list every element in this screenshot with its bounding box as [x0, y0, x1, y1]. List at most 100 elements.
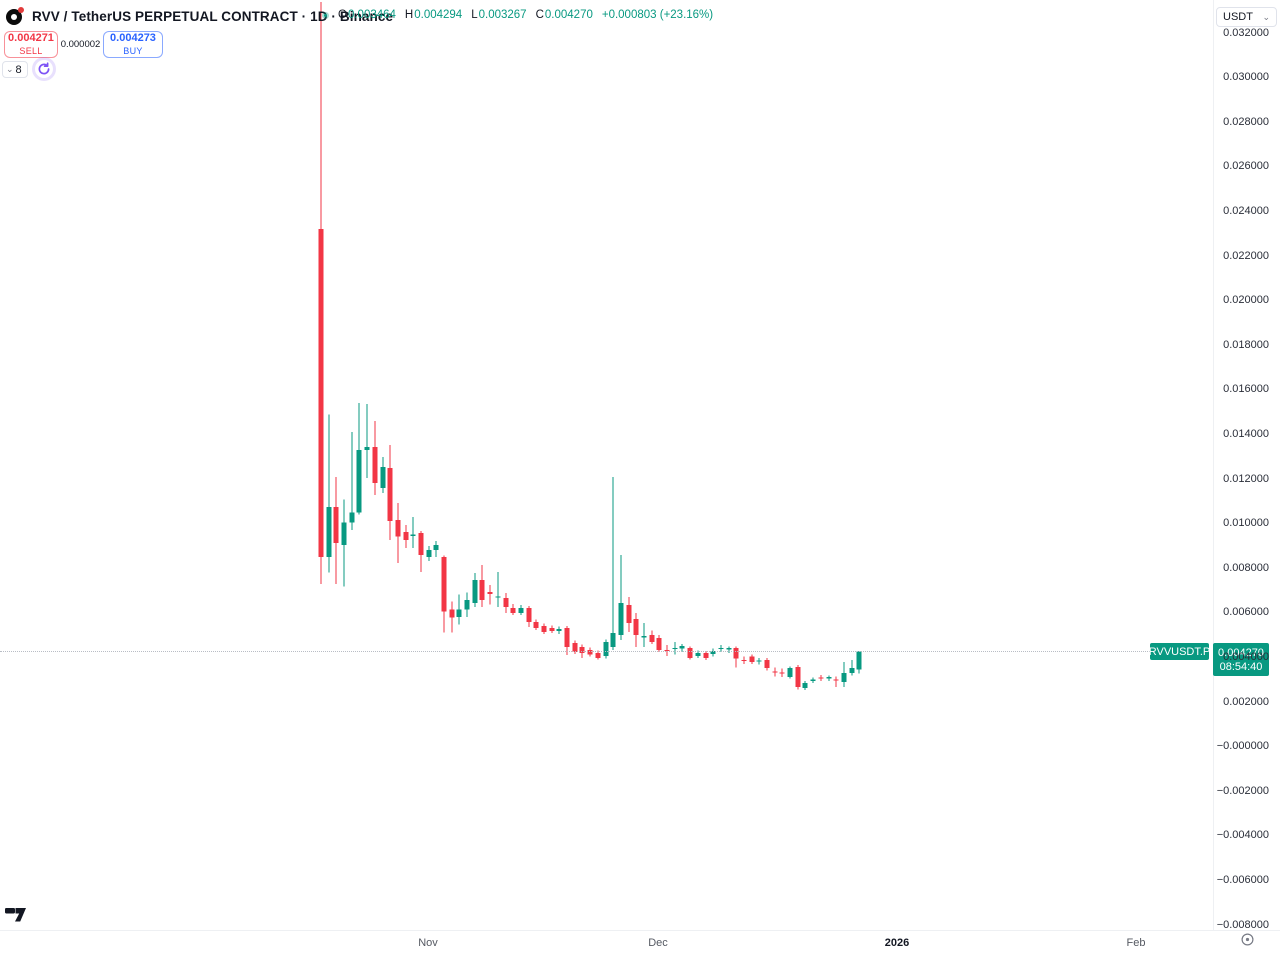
buy-button[interactable]: 0.004273 BUY	[103, 31, 163, 58]
price-axis-label: −0.002000	[1216, 784, 1269, 797]
candle-wick	[612, 477, 614, 650]
candle-body	[495, 596, 501, 598]
candle-body	[656, 637, 662, 650]
candle-body	[833, 679, 839, 681]
candle-body	[418, 533, 424, 555]
candle-body	[787, 667, 793, 677]
quantity-selector[interactable]: ⌄ 8	[2, 61, 28, 78]
candle-body	[572, 642, 578, 652]
price-axis-label: 0.022000	[1223, 249, 1269, 262]
symbol-title[interactable]: RVV / TetherUS PERPETUAL CONTRACT · 1D ·…	[32, 8, 394, 24]
candle-body	[503, 597, 509, 607]
price-axis-label: 0.026000	[1223, 160, 1269, 173]
candle-wick	[458, 594, 460, 625]
candle-body	[479, 579, 485, 600]
candle-body	[318, 229, 324, 557]
candle-body	[387, 467, 393, 521]
candle-wick	[728, 646, 730, 653]
open-value: 0.003464	[347, 9, 396, 21]
price-axis-label: 0.002000	[1223, 695, 1269, 708]
candle-body	[356, 450, 362, 513]
sync-icon[interactable]	[35, 60, 53, 78]
time-axis[interactable]: Nov Dec 2026 Feb	[0, 931, 1280, 954]
currency-label: USDT	[1223, 11, 1253, 23]
buy-price: 0.004273	[110, 31, 156, 44]
candle-body	[679, 645, 685, 649]
low-label: L	[471, 9, 478, 21]
candle-body	[633, 618, 639, 635]
candle-body	[718, 647, 724, 649]
candle-body	[441, 556, 447, 612]
candle-body	[741, 659, 747, 661]
price-axis-label: 0.032000	[1223, 26, 1269, 39]
series-status-dot-icon[interactable]	[322, 11, 329, 19]
candle-body	[818, 677, 824, 679]
time-axis-label: Nov	[418, 937, 438, 949]
candle-body	[664, 649, 670, 651]
time-axis-label: 2026	[884, 937, 910, 949]
candle-body	[541, 626, 547, 632]
candle-body	[456, 609, 462, 617]
candle-body	[410, 534, 416, 536]
tradingview-logo-icon[interactable]	[5, 905, 27, 927]
sell-price: 0.004271	[8, 31, 54, 44]
candle-body	[333, 506, 339, 543]
candle-body	[687, 647, 693, 658]
candle-body	[472, 579, 478, 603]
candle-body	[449, 609, 455, 618]
high-value: 0.004294	[414, 9, 463, 21]
open-label: O	[338, 9, 347, 21]
candle-wick	[366, 404, 368, 479]
currency-selector[interactable]: USDT ⌄	[1216, 7, 1277, 27]
candle-body	[587, 649, 593, 655]
price-axis-label: 0.028000	[1223, 115, 1269, 128]
quantity-value: 8	[15, 63, 22, 76]
candle-wick	[497, 572, 499, 607]
target-icon[interactable]	[1240, 932, 1255, 947]
candle-wick	[489, 584, 491, 605]
symbol-price-tag-text: RVVUSDT.P	[1148, 645, 1211, 658]
price-axis-label: 0.008000	[1223, 561, 1269, 574]
price-axis-separator	[1213, 0, 1214, 930]
candle-body	[779, 672, 785, 674]
candle-body	[649, 634, 655, 642]
candle-body	[349, 512, 355, 523]
price-axis-label: −0.004000	[1216, 829, 1269, 842]
candle-body	[595, 652, 601, 658]
price-axis-label: 0.004000	[1223, 650, 1269, 663]
candle-body	[380, 467, 386, 488]
target-glyph	[1241, 933, 1254, 946]
current-price-line	[0, 651, 1150, 652]
candle-body	[749, 656, 755, 662]
candle-body	[556, 628, 562, 631]
candle-body	[856, 651, 862, 670]
price-axis[interactable]: 0.032000 0.030000 0.028000 0.026000 0.024000…	[1213, 0, 1280, 931]
candle-wick	[643, 622, 645, 647]
price-axis-label: 0.006000	[1223, 606, 1269, 619]
price-axis-label: 0.020000	[1223, 294, 1269, 307]
symbol-price-tag: RVVUSDT.P	[1148, 643, 1211, 660]
price-axis-label: −0.000000	[1216, 740, 1269, 753]
candle-body	[802, 682, 808, 688]
price-axis-label: 0.010000	[1223, 517, 1269, 530]
symbol-logo-icon[interactable]	[6, 7, 24, 25]
price-axis-label: 0.030000	[1223, 71, 1269, 84]
candle-body	[372, 447, 378, 483]
price-axis-label: −0.008000	[1216, 918, 1269, 931]
price-axis-label: 0.024000	[1223, 204, 1269, 217]
candle-body	[403, 531, 409, 540]
symbol-logo-flame	[18, 7, 24, 13]
candle-body	[341, 522, 347, 545]
candle-body	[533, 621, 539, 628]
circular-arrows-icon	[38, 62, 50, 75]
candle-body	[464, 599, 470, 610]
candle-body	[564, 628, 570, 647]
candle-body	[826, 677, 832, 679]
candle-body	[772, 671, 778, 673]
candle-body	[526, 607, 532, 622]
sell-button[interactable]: 0.004271 SELL	[4, 31, 58, 58]
high-label: H	[404, 9, 414, 21]
buy-label: BUY	[123, 45, 143, 56]
price-axis-label: −0.006000	[1216, 873, 1269, 886]
